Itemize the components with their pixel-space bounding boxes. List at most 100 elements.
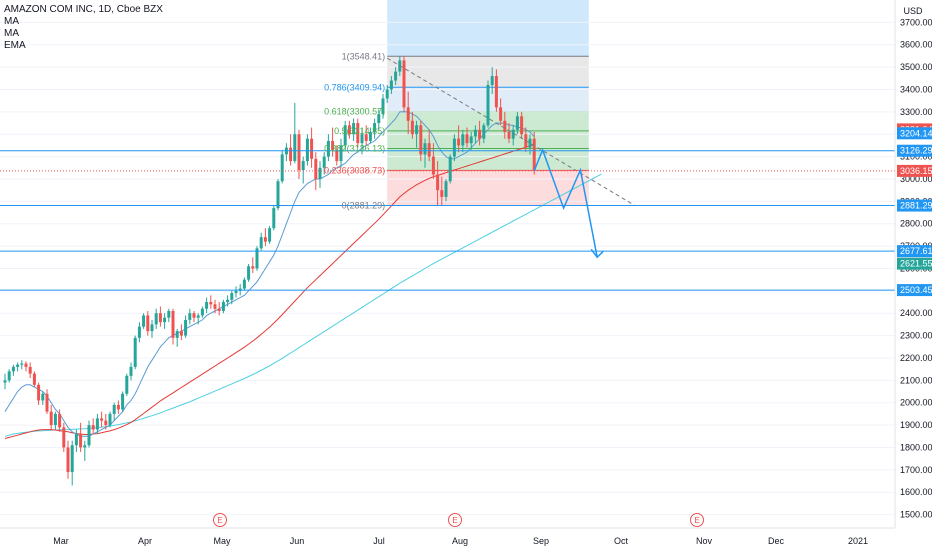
candle-body[interactable] xyxy=(305,138,309,162)
candle-body[interactable] xyxy=(32,373,36,385)
candle-body[interactable] xyxy=(494,76,498,108)
candle-body[interactable] xyxy=(289,147,293,162)
candle-body[interactable] xyxy=(343,125,347,146)
candle-body[interactable] xyxy=(293,134,297,162)
candle-body[interactable] xyxy=(28,366,32,374)
candle-body[interactable] xyxy=(95,418,99,430)
candle-body[interactable] xyxy=(347,125,351,135)
candle-body[interactable] xyxy=(200,308,204,316)
candle-body[interactable] xyxy=(213,304,217,309)
earnings-marker[interactable] xyxy=(690,513,704,527)
candle-body[interactable] xyxy=(461,134,465,146)
indicator-ma-1[interactable]: MA xyxy=(4,16,19,27)
candle-body[interactable] xyxy=(301,161,305,171)
candle-body[interactable] xyxy=(255,248,259,269)
candle-body[interactable] xyxy=(53,413,57,426)
candle-body[interactable] xyxy=(121,393,125,410)
candle-body[interactable] xyxy=(515,116,519,130)
candle-body[interactable] xyxy=(431,156,435,175)
candle-body[interactable] xyxy=(70,445,74,473)
candle-body[interactable] xyxy=(532,138,536,171)
candle-body[interactable] xyxy=(452,138,456,157)
candle-body[interactable] xyxy=(196,315,200,318)
candle-body[interactable] xyxy=(436,174,440,191)
candle-body[interactable] xyxy=(217,308,221,311)
candle-body[interactable] xyxy=(377,114,381,124)
candle-body[interactable] xyxy=(74,434,78,446)
candle-body[interactable] xyxy=(188,313,192,320)
candle-body[interactable] xyxy=(230,293,234,300)
candle-body[interactable] xyxy=(478,129,482,139)
long-position-zone[interactable] xyxy=(387,0,589,57)
candle-body[interactable] xyxy=(389,80,393,90)
candle-body[interactable] xyxy=(352,123,356,135)
candle-body[interactable] xyxy=(79,434,83,448)
candle-body[interactable] xyxy=(356,123,360,144)
candle-body[interactable] xyxy=(20,363,24,365)
candle-body[interactable] xyxy=(108,413,112,426)
candle-body[interactable] xyxy=(104,420,108,426)
candle-body[interactable] xyxy=(368,132,372,141)
candle-body[interactable] xyxy=(507,132,511,139)
candle-body[interactable] xyxy=(503,120,507,132)
candle-body[interactable] xyxy=(280,154,284,182)
candle-body[interactable] xyxy=(440,190,444,197)
candle-body[interactable] xyxy=(66,447,70,473)
candle-body[interactable] xyxy=(423,143,427,155)
candle-body[interactable] xyxy=(373,123,377,132)
candle-body[interactable] xyxy=(129,366,133,376)
candle-body[interactable] xyxy=(154,313,158,325)
candle-body[interactable] xyxy=(163,317,167,323)
candle-body[interactable] xyxy=(499,107,503,121)
candle-body[interactable] xyxy=(142,315,146,327)
candle-body[interactable] xyxy=(310,138,314,159)
candle-body[interactable] xyxy=(318,167,322,179)
candle-body[interactable] xyxy=(62,427,66,448)
candle-body[interactable] xyxy=(3,380,7,383)
candle-body[interactable] xyxy=(221,302,225,311)
earnings-marker[interactable] xyxy=(213,513,227,527)
candle-body[interactable] xyxy=(179,331,183,336)
candle-body[interactable] xyxy=(457,138,461,146)
candle-body[interactable] xyxy=(381,98,385,115)
candle-body[interactable] xyxy=(234,290,238,294)
candle-body[interactable] xyxy=(171,310,175,338)
candle-body[interactable] xyxy=(272,208,276,229)
candle-body[interactable] xyxy=(415,125,419,135)
candle-body[interactable] xyxy=(364,134,368,141)
candle-body[interactable] xyxy=(402,60,406,108)
candle-body[interactable] xyxy=(37,384,41,401)
candle-body[interactable] xyxy=(116,404,120,410)
candle-body[interactable] xyxy=(385,89,389,99)
candle-body[interactable] xyxy=(158,313,162,323)
candle-body[interactable] xyxy=(322,156,326,168)
trendline-dashed[interactable] xyxy=(386,57,636,207)
candle-body[interactable] xyxy=(251,266,255,269)
candle-body[interactable] xyxy=(205,302,209,309)
candle-body[interactable] xyxy=(360,134,364,144)
candle-body[interactable] xyxy=(448,156,452,182)
candle-body[interactable] xyxy=(427,143,431,157)
candle-body[interactable] xyxy=(175,331,179,338)
candle-body[interactable] xyxy=(83,445,87,448)
candle-body[interactable] xyxy=(125,375,129,394)
candle-body[interactable] xyxy=(133,337,137,367)
candle-body[interactable] xyxy=(473,129,477,137)
ema-line[interactable] xyxy=(4,173,602,437)
candle-body[interactable] xyxy=(511,129,515,139)
candle-body[interactable] xyxy=(16,364,20,367)
candle-body[interactable] xyxy=(490,76,494,86)
candle-body[interactable] xyxy=(45,393,49,412)
candle-body[interactable] xyxy=(326,140,330,157)
candle-body[interactable] xyxy=(137,326,141,338)
candle-body[interactable] xyxy=(394,71,398,81)
candle-body[interactable] xyxy=(167,310,171,318)
candle-body[interactable] xyxy=(184,319,188,336)
candle-body[interactable] xyxy=(335,149,339,162)
candle-body[interactable] xyxy=(247,266,251,280)
candle-body[interactable] xyxy=(486,85,490,126)
candle-body[interactable] xyxy=(87,425,91,446)
candle-body[interactable] xyxy=(7,371,11,381)
